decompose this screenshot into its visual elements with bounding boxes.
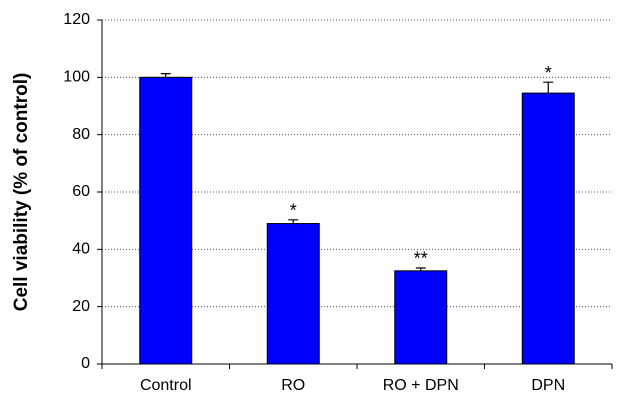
bar: [521, 92, 575, 365]
y-tick-label: 120: [63, 11, 90, 28]
bar: [139, 76, 193, 365]
x-tick-label: RO: [281, 377, 305, 394]
x-tick-label: RO + DPN: [383, 377, 459, 394]
error-bar: [543, 81, 554, 94]
x-tick-label: Control: [140, 377, 192, 394]
y-tick-label: 100: [63, 69, 90, 86]
significance-label: **: [414, 249, 428, 269]
y-axis-label: Cell viability (% of control): [11, 73, 32, 312]
y-tick-label: 60: [72, 183, 90, 200]
significance-label: *: [290, 201, 297, 221]
error-bar: [415, 267, 426, 271]
y-tick-label: 40: [72, 241, 90, 258]
bar: [266, 223, 320, 365]
y-tick-label: 80: [72, 126, 90, 143]
x-tick-label: DPN: [531, 377, 565, 394]
y-tick-label: 20: [72, 298, 90, 315]
error-bar: [288, 219, 299, 224]
y-tick-label: 0: [81, 355, 90, 372]
bar: [394, 270, 448, 365]
error-bar: [160, 73, 171, 78]
significance-label: *: [545, 63, 552, 83]
